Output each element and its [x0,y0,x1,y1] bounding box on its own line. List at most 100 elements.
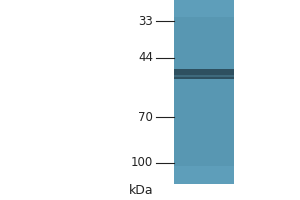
Bar [174,58,234,59]
Bar [174,95,234,97]
Bar [174,51,234,52]
Bar [174,168,234,169]
Bar [174,30,234,31]
Bar [174,162,234,164]
Bar [174,84,234,86]
Bar [174,132,234,133]
Bar [174,111,234,112]
Bar [174,34,234,35]
Bar [174,137,234,138]
Bar [174,166,234,167]
Bar [174,54,234,55]
Bar [174,167,234,168]
Bar [174,78,234,79]
Bar [174,120,234,121]
Bar [174,148,234,149]
Bar [174,86,234,87]
Bar [174,61,234,63]
Bar [174,49,234,51]
Bar [174,89,234,90]
Bar [174,43,234,44]
Bar [174,147,234,148]
Bar [174,149,234,150]
Bar [174,85,234,86]
Bar [174,75,234,76]
Bar [174,143,234,144]
Bar [174,122,234,123]
Bar [174,146,234,147]
Bar [174,178,234,179]
Bar [174,118,234,120]
Bar [174,142,234,144]
Bar [174,91,234,92]
Bar [174,116,234,117]
Bar [174,93,234,94]
Bar [174,69,234,79]
Bar [174,62,234,63]
Bar [174,23,234,24]
Bar [174,171,234,172]
Bar [174,121,234,122]
Bar [174,53,234,54]
Bar [174,42,234,43]
Bar [174,46,234,47]
Bar [174,58,234,60]
Bar [174,179,234,180]
Bar [174,81,234,83]
Bar [174,44,234,45]
Bar [174,71,234,73]
Bar [174,35,234,36]
Bar [174,41,234,42]
Bar [174,101,234,102]
Bar [174,47,234,48]
Bar [174,39,234,40]
Bar [174,17,234,18]
Bar [174,77,234,78]
Bar [174,152,234,154]
Bar [174,12,234,14]
Bar [174,172,234,173]
Bar [174,140,234,142]
Bar [174,96,234,98]
Bar [174,180,234,181]
Bar [174,181,234,182]
Bar [174,68,234,69]
Bar [174,176,234,178]
Bar [174,21,234,22]
Bar [174,4,234,6]
Bar [174,59,234,61]
Bar [174,126,234,127]
Bar [174,69,234,70]
Bar [174,75,234,77]
Bar [174,153,234,155]
Bar [174,182,234,183]
Bar [174,104,234,105]
Bar [174,130,234,132]
Bar [174,141,234,143]
Bar [174,135,234,136]
Bar [174,160,234,161]
Bar [174,150,234,151]
Bar [174,33,234,34]
Bar [174,70,234,71]
Bar [174,57,234,58]
Bar [174,169,234,170]
Bar [174,127,234,128]
Bar [174,161,234,162]
Bar [174,16,234,17]
Bar [174,8,234,9]
Bar [174,38,234,40]
Bar [174,129,234,131]
Bar [174,45,234,46]
Bar [174,119,234,121]
Bar [174,175,234,177]
Bar [174,19,234,20]
Bar [174,154,234,155]
Bar [174,25,234,27]
Bar [174,12,234,13]
Bar [174,138,234,139]
Bar [174,170,234,171]
Bar [174,107,234,109]
Bar [174,94,234,96]
Bar [174,3,234,5]
